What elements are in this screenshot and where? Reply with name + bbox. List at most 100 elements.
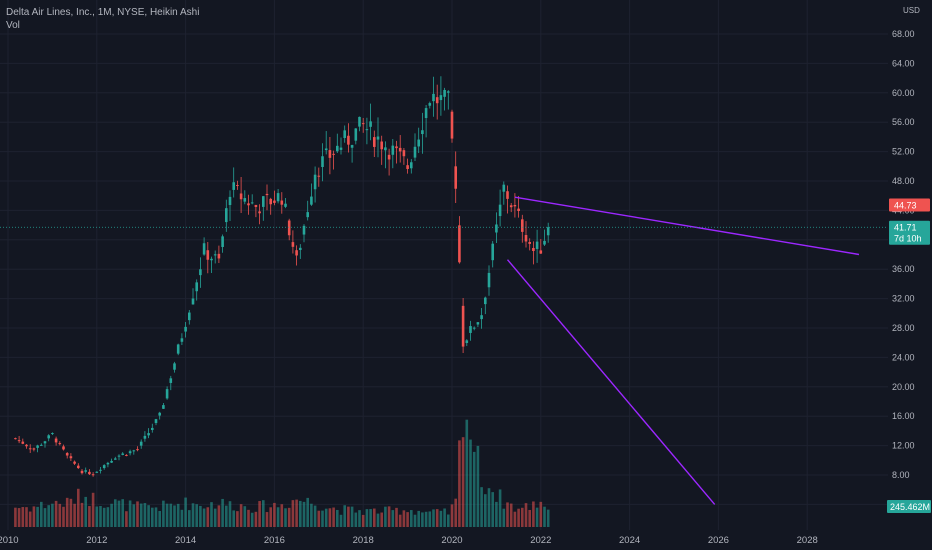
volume-bar: [147, 505, 150, 527]
candle-body: [84, 470, 87, 472]
volume-bar: [65, 497, 69, 527]
candle-body: [110, 460, 113, 463]
price-badge-2: [889, 220, 930, 245]
volume-bar: [202, 508, 206, 527]
volume-bar: [454, 498, 457, 527]
candle-body: [328, 150, 332, 158]
volume-bar: [165, 503, 169, 527]
volume-bar: [258, 501, 261, 527]
volume-bar: [313, 505, 317, 527]
candle-body: [413, 146, 417, 158]
candle-body: [95, 471, 99, 473]
x-tick-label: 2014: [175, 535, 196, 546]
y-tick-label: 48.00: [892, 176, 915, 186]
volume-bar: [491, 492, 494, 527]
volume-bar: [480, 487, 483, 527]
candle-body: [432, 93, 435, 102]
x-tick-label: 2018: [353, 535, 374, 546]
y-tick-label: 12.00: [892, 441, 915, 451]
volume-bar: [376, 513, 380, 527]
candle-body: [273, 200, 276, 203]
price-axis: [888, 0, 932, 550]
candle-body: [139, 441, 143, 446]
x-tick-label: 2028: [797, 535, 818, 546]
candle-body: [162, 405, 165, 409]
candle-body: [513, 205, 517, 207]
candle-body: [65, 453, 69, 456]
volume-bar: [461, 437, 465, 527]
candle-body: [210, 258, 213, 261]
volume-bar: [361, 514, 365, 527]
volume-bar: [413, 514, 417, 527]
candle-body: [254, 204, 258, 207]
volume-bar: [324, 508, 328, 527]
candle-body: [143, 435, 147, 439]
volume-bar: [365, 509, 369, 527]
candle-body: [443, 89, 446, 97]
candle-body: [195, 282, 198, 292]
candle-body: [313, 174, 317, 190]
candle-body: [324, 148, 328, 151]
candle-body: [546, 227, 550, 236]
candle-body: [502, 184, 506, 192]
y-tick-label: 68.00: [892, 29, 915, 39]
volume-bar: [546, 509, 550, 527]
candle-body: [25, 444, 28, 447]
candle-body: [169, 378, 173, 383]
volume-bar: [435, 509, 439, 527]
volume-bar: [58, 503, 62, 527]
candle-body: [221, 236, 224, 247]
volume-bar: [125, 511, 128, 527]
volume-bar: [354, 512, 358, 527]
volume-bar: [162, 500, 165, 527]
volume-bar: [380, 512, 383, 527]
volume-bar: [173, 505, 176, 527]
volume-bar: [213, 508, 217, 527]
candle-body: [121, 453, 124, 455]
x-tick-label: 2022: [530, 535, 551, 546]
volume-bar: [80, 502, 84, 527]
volume-bar: [210, 502, 213, 527]
volume-bar: [184, 497, 187, 527]
candle-body: [291, 242, 295, 247]
candle-body: [317, 175, 321, 177]
candle-body: [154, 419, 158, 424]
candle-body: [151, 427, 154, 430]
candle-body: [77, 465, 80, 469]
candle-body: [306, 212, 309, 218]
price-badge-label: 41.71: [894, 223, 917, 233]
candle-body: [406, 165, 409, 169]
x-tick-label: 2024: [619, 535, 640, 546]
candle-body: [498, 204, 502, 217]
candle-body: [435, 97, 439, 104]
candle-body: [199, 269, 202, 276]
volume-bar: [509, 503, 513, 527]
candle-body: [14, 438, 17, 440]
candle-body: [117, 455, 121, 457]
volume-bar: [306, 497, 309, 527]
symbol-title[interactable]: Delta Air Lines, Inc., 1M, NYSE, Heikin …: [6, 7, 200, 18]
volume-badge-label: 245.462M: [890, 502, 930, 512]
volume-bar: [99, 506, 102, 527]
volume-bar: [284, 508, 287, 527]
volume-bar: [532, 501, 535, 527]
volume-bar: [77, 488, 80, 527]
volume-bar: [369, 509, 372, 527]
volume-bar: [247, 509, 250, 527]
volume-indicator-label[interactable]: Vol: [6, 20, 20, 31]
candle-body: [336, 145, 339, 152]
candle-body: [262, 196, 265, 207]
y-tick-label: 64.00: [892, 58, 915, 68]
candle-body: [398, 147, 402, 152]
volume-bar: [543, 506, 546, 527]
volume-bar: [206, 507, 210, 527]
candle-body: [495, 224, 498, 233]
volume-bar: [91, 492, 95, 527]
candle-body: [136, 449, 139, 451]
volume-bar: [484, 494, 487, 527]
candle-body: [265, 193, 269, 196]
candle-body: [417, 139, 420, 147]
volume-bar: [243, 506, 247, 527]
